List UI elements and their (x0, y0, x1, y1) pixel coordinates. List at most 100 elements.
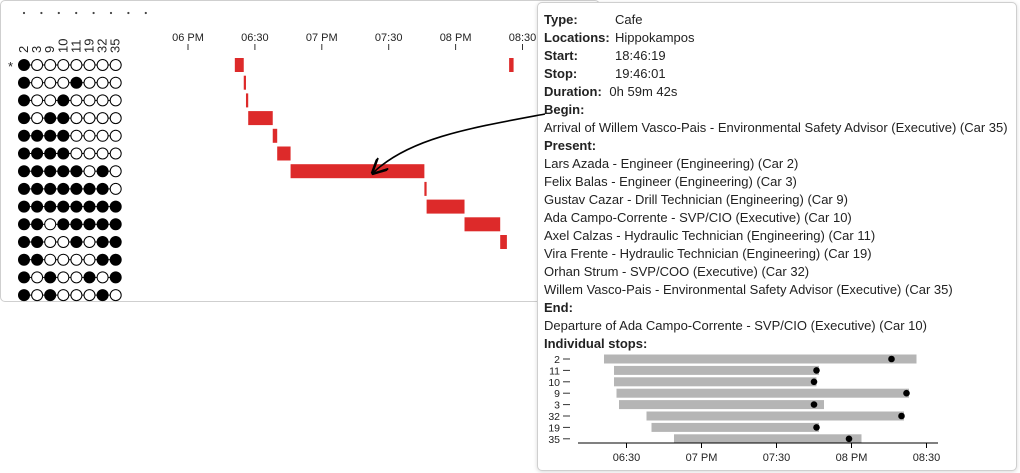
stop-range-bar (614, 377, 817, 387)
top-dot (92, 11, 95, 15)
present-dot (18, 129, 30, 142)
absent-dot (44, 218, 57, 231)
begin-heading: Begin: (544, 102, 585, 117)
present-item: Axel Calzas - Hydraulic Technician (Engi… (544, 228, 876, 243)
present-dot (83, 182, 96, 195)
stop-car-label: 19 (548, 422, 560, 434)
stop-marker (810, 378, 818, 386)
present-dot (83, 200, 96, 213)
present-dot (109, 253, 122, 266)
absent-dot (83, 165, 96, 178)
present-item: Ada Campo-Corrente - SVP/CIO (Executive)… (544, 210, 852, 225)
absent-dot (70, 94, 83, 107)
present-item: Orhan Strum - SVP/COO (Executive) (Car 3… (544, 264, 810, 279)
column-label-35: 35 (108, 39, 123, 53)
stop-bar (290, 164, 425, 179)
stop-car-label: 9 (554, 388, 560, 400)
stop-bar (272, 128, 278, 143)
absent-dot (57, 76, 70, 89)
top-dot (22, 11, 26, 15)
time-tick-label: 06 PM (172, 32, 204, 44)
present-dot (31, 218, 44, 231)
absent-dot (109, 182, 122, 195)
absent-dot (109, 147, 122, 160)
absent-dot (31, 289, 44, 302)
end-text: Departure of Ada Campo-Corrente - SVP/CI… (544, 318, 927, 333)
present-dot (18, 271, 30, 284)
present-dot (57, 182, 70, 195)
present-dot (96, 218, 109, 231)
absent-dot (96, 271, 109, 284)
top-dot (127, 11, 130, 15)
absent-dot (44, 236, 57, 248)
absent-dot (57, 59, 70, 71)
end-heading: End: (544, 300, 573, 315)
stop-range-bar (651, 422, 819, 432)
absent-dot (109, 129, 122, 142)
stop-bar (424, 181, 427, 196)
stop-marker (810, 401, 818, 408)
absent-dot (109, 289, 122, 302)
timeline-panel: 2 3 9 10 11 19 32 35 * 06 PM 06:30 07 PM 07:30 08 PM 0… (0, 0, 600, 302)
absent-dot (70, 289, 83, 302)
top-dot (144, 11, 147, 15)
present-dot (57, 112, 70, 125)
absent-dot (83, 76, 96, 89)
absent-dot (44, 253, 57, 266)
present-dot (18, 182, 30, 195)
absent-dot (57, 236, 70, 248)
x-tick-label: 08 PM (836, 452, 868, 464)
stop-car-label: 3 (554, 400, 560, 412)
type-value: Cafe (615, 12, 643, 27)
stop-car-label: 11 (549, 365, 560, 377)
present-dot (57, 218, 70, 231)
present-dot (96, 236, 109, 248)
absent-dot (96, 129, 109, 142)
absent-dot (109, 59, 122, 71)
stop-bar (245, 93, 249, 108)
time-tick-label: 08:30 (509, 32, 537, 44)
absent-dot (70, 112, 83, 125)
time-tick-label: 08 PM (440, 32, 472, 44)
stop-bar (248, 111, 273, 126)
top-dot (109, 11, 113, 15)
absent-dot (83, 147, 96, 160)
stop-bar (500, 235, 507, 249)
present-dot (109, 218, 122, 231)
top-dot (75, 11, 78, 15)
present-dot (96, 253, 109, 266)
present-dot (18, 59, 30, 71)
time-tick-label: 07 PM (306, 32, 338, 44)
absent-dot (96, 147, 109, 160)
present-dot (18, 253, 30, 266)
absent-dot (109, 76, 122, 89)
begin-text: Arrival of Willem Vasco-Pais - Environme… (544, 120, 1008, 135)
begin-label: Begin (544, 102, 581, 117)
present-dot (70, 218, 83, 231)
absent-dot (96, 94, 109, 107)
present-dot (18, 218, 30, 231)
absent-dot (83, 253, 96, 266)
time-tick-label: 06:30 (241, 32, 269, 44)
present-dot (18, 200, 30, 213)
absent-dot (31, 76, 44, 89)
stops-heading: Individual stops: (544, 336, 648, 351)
absent-dot (31, 271, 44, 284)
duration-row: Duration: 0h 59m 42s (544, 84, 678, 99)
present-dot (44, 129, 57, 142)
stop-marker (813, 367, 820, 374)
column-label-9: 9 (42, 46, 57, 53)
present-dot (31, 253, 44, 266)
stop-car-label: 35 (548, 434, 560, 446)
present-dot (96, 289, 109, 302)
absent-dot (57, 289, 70, 302)
present-dot (18, 236, 30, 248)
absent-dot (96, 59, 109, 71)
present-dot (96, 165, 109, 178)
present-dot (96, 182, 109, 195)
present-dot (109, 200, 122, 213)
absent-dot (70, 253, 83, 266)
absent-dot (44, 76, 57, 89)
x-tick-label: 07 PM (686, 452, 718, 464)
